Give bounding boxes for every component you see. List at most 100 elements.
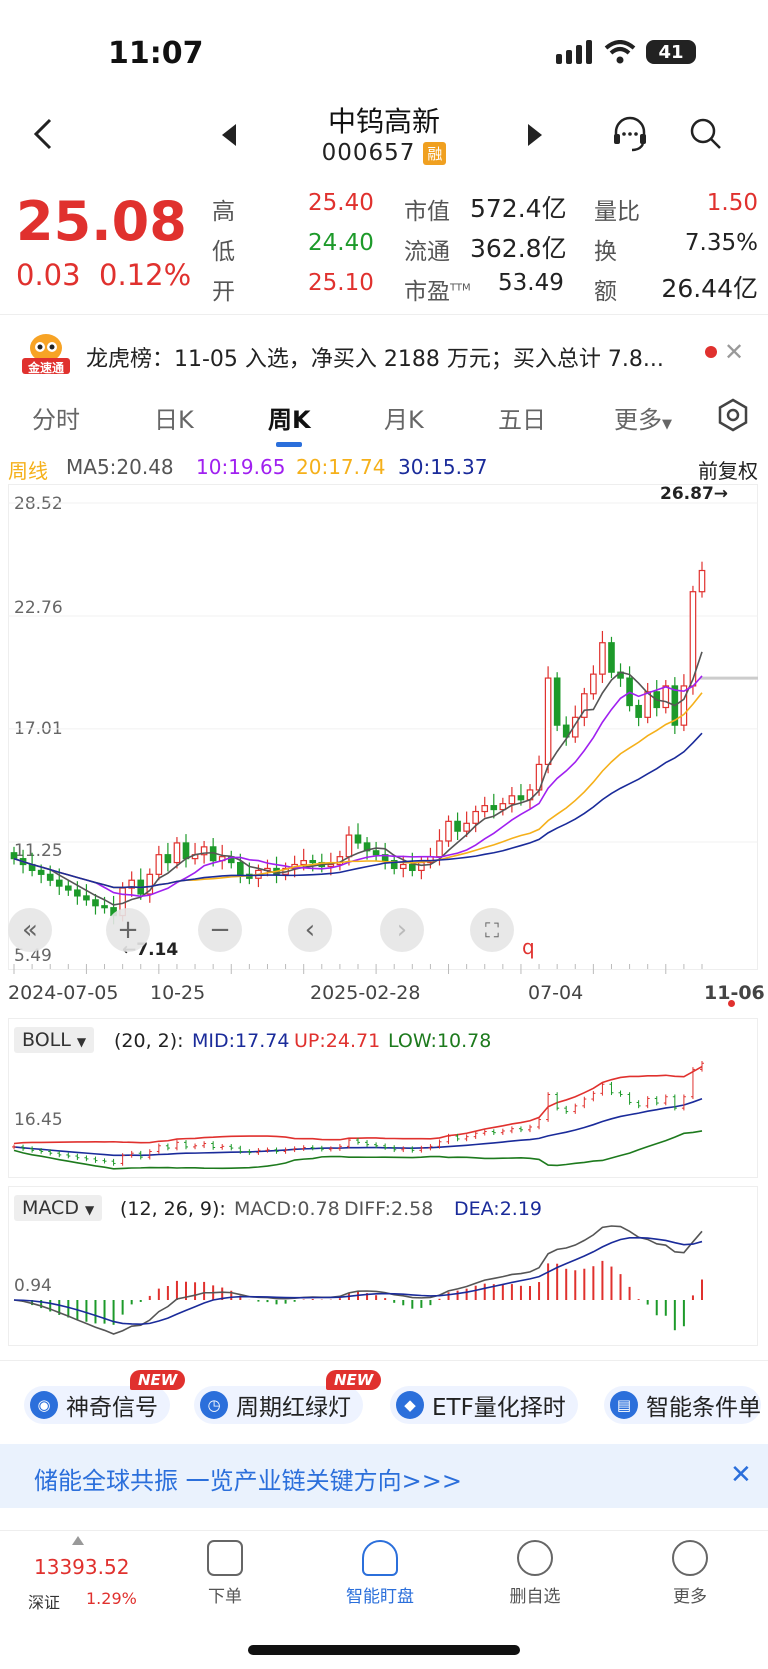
macd-y-tick: 0.94	[14, 1276, 52, 1296]
boll-low: LOW:10.78	[388, 1030, 492, 1052]
bottom-order-button[interactable]: 下单	[175, 1540, 275, 1607]
ma5-line	[13, 651, 703, 906]
adjust-mode-button[interactable]: 前复权	[698, 459, 758, 483]
triangle-left-icon	[222, 124, 236, 146]
status-time: 11:07	[108, 36, 204, 71]
margin-badge: 融	[423, 141, 447, 165]
amount-label: 额	[594, 279, 617, 305]
news-headline[interactable]: 龙虎榜：11-05 入选，净买入 2188 万元；买入总计 7.8...	[86, 347, 664, 372]
macd-selector[interactable]: MACD ▼	[14, 1195, 103, 1221]
chip-label: 神奇信号	[66, 1395, 158, 1421]
next-stock-button[interactable]	[528, 124, 542, 146]
change-value: 0.03	[16, 258, 81, 292]
bottom-remove-watchlist-button[interactable]: 删自选	[485, 1540, 585, 1607]
candle-body	[128, 879, 135, 889]
candle-body	[562, 724, 570, 738]
scroll-left-button[interactable]: ‹	[288, 908, 332, 952]
candle-body	[200, 846, 208, 856]
tab-intraday[interactable]: 分时	[32, 406, 80, 434]
candle-body	[680, 685, 688, 726]
kline-chart-area[interactable]	[8, 484, 758, 970]
bottom-label: 删自选	[509, 1587, 561, 1607]
period-label: 周线	[8, 459, 48, 483]
feature-cycle-light[interactable]: ◷ 周期红绿灯	[194, 1386, 363, 1424]
back-button[interactable]	[30, 116, 54, 162]
chip-label: 周期红绿灯	[236, 1395, 351, 1421]
boll-name: BOLL	[22, 1029, 71, 1051]
promo-banner[interactable]	[0, 1444, 768, 1508]
tab-daily-k[interactable]: 日K	[154, 406, 194, 434]
stock-code: 000657	[321, 140, 416, 166]
feature-etf-timing[interactable]: ◆ ETF量化择时	[390, 1386, 578, 1424]
search-button[interactable]	[688, 116, 724, 156]
candle-body	[37, 869, 45, 875]
y-tick-label: 22.76	[14, 598, 63, 618]
bell-lightning-icon	[362, 1540, 398, 1576]
minus-icon: −	[209, 915, 231, 945]
candle-body	[101, 905, 108, 909]
chevron-left-icon: ‹	[304, 915, 316, 945]
macd-panel[interactable]	[8, 1186, 758, 1346]
promo-banner-text[interactable]: 储能全球共振 一览产业链关键方向>>>	[34, 1467, 462, 1495]
index-name: 深证	[28, 1593, 61, 1612]
plus-icon: +	[117, 915, 139, 945]
previous-stock-button[interactable]	[222, 124, 236, 146]
hexagon-settings-icon	[718, 398, 748, 432]
expand-up-icon[interactable]	[72, 1536, 84, 1545]
zoom-out-button[interactable]: −	[198, 908, 242, 952]
candle-body	[635, 704, 642, 718]
current-price: 25.08	[16, 190, 187, 253]
boll-selector[interactable]: BOLL ▼	[14, 1027, 95, 1053]
more-dots-icon	[672, 1540, 708, 1576]
candle-body	[64, 885, 72, 891]
caret-down-icon: ▼	[662, 417, 672, 432]
index-value[interactable]: 13393.52	[34, 1555, 130, 1579]
pe-label: 市盈TTM	[404, 272, 471, 306]
signal-wave-icon: ◉	[30, 1391, 58, 1419]
boll-low-line	[13, 1130, 703, 1170]
chart-settings-button[interactable]	[716, 398, 750, 436]
open-label: 开	[212, 279, 235, 305]
current-dot	[728, 1000, 735, 1007]
tab-monthly-k[interactable]: 月K	[384, 406, 424, 434]
signal-icon	[556, 40, 592, 64]
ma10-legend: 10:19.65	[196, 455, 286, 479]
diff-line	[13, 1225, 703, 1335]
mcap-value: 572.4亿	[470, 194, 567, 223]
scroll-right-button[interactable]: ›	[380, 908, 424, 952]
fullscreen-button[interactable]: ⛶	[470, 908, 514, 952]
tab-weekly-k[interactable]: 周K	[268, 406, 311, 434]
minus-circle-icon	[517, 1540, 553, 1576]
zoom-in-button[interactable]: +	[106, 908, 150, 952]
candle-body	[74, 889, 81, 897]
bottom-more-button[interactable]: 更多	[640, 1540, 740, 1607]
feature-magic-signal[interactable]: ◉ 神奇信号	[24, 1386, 170, 1424]
x-tick-label: 10-25	[150, 982, 206, 1004]
customer-service-button[interactable]	[610, 114, 650, 158]
tab-more-label: 更多	[614, 406, 662, 434]
low-label: 低	[212, 239, 235, 265]
news-close-button[interactable]: ✕	[724, 338, 745, 366]
candle-body	[372, 850, 380, 856]
news-logo: 金速通	[20, 330, 72, 376]
tab-more[interactable]: 更多▼	[614, 400, 672, 435]
candle-body	[300, 859, 307, 866]
pe-value: 53.49	[498, 270, 564, 296]
bottom-label: 智能盯盘	[346, 1587, 414, 1607]
candle-body	[472, 810, 479, 824]
feature-smart-order[interactable]: ▤ 智能条件单	[604, 1386, 761, 1424]
candle-body	[55, 879, 63, 887]
candle-body	[164, 854, 172, 864]
expand-icon: ⛶	[485, 918, 499, 942]
battery-icon: 41	[646, 40, 696, 64]
diamond-icon: ◆	[396, 1391, 424, 1419]
chip-label: ETF量化择时	[432, 1395, 566, 1421]
ma20-legend: 20:17.74	[296, 455, 386, 479]
boll-panel[interactable]	[8, 1018, 758, 1178]
status-icons: 41	[556, 40, 696, 64]
banner-close-button[interactable]: ✕	[730, 1460, 752, 1490]
bottom-smart-watch-button[interactable]: 智能盯盘	[330, 1540, 430, 1607]
scroll-left-fast-button[interactable]: «	[8, 908, 52, 952]
macd-params: (12, 26, 9):	[120, 1198, 226, 1220]
tab-five-day[interactable]: 五日	[498, 406, 546, 434]
